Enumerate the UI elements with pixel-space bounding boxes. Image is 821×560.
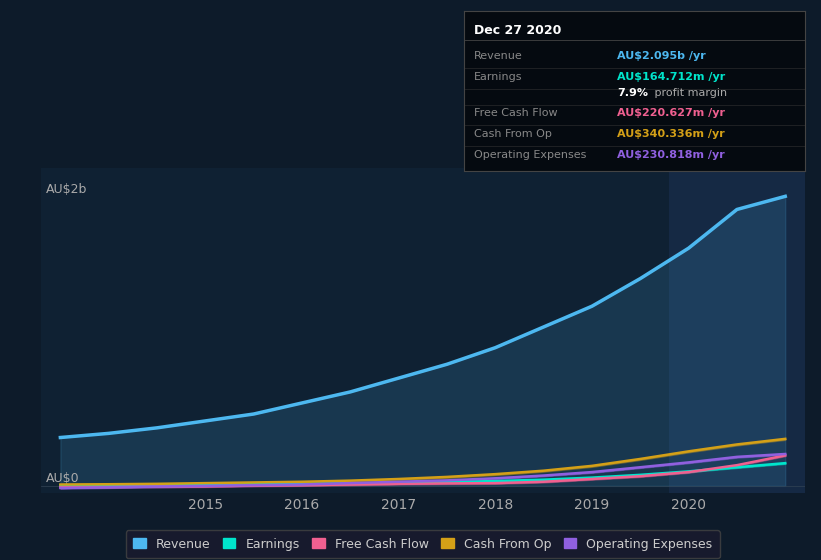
Text: Revenue: Revenue xyxy=(474,51,523,61)
Text: AU$0: AU$0 xyxy=(46,472,80,484)
Text: AU$2b: AU$2b xyxy=(46,183,87,195)
Text: AU$220.627m /yr: AU$220.627m /yr xyxy=(617,108,725,118)
Legend: Revenue, Earnings, Free Cash Flow, Cash From Op, Operating Expenses: Revenue, Earnings, Free Cash Flow, Cash … xyxy=(126,530,720,558)
Text: Operating Expenses: Operating Expenses xyxy=(474,150,586,160)
Text: Earnings: Earnings xyxy=(474,72,523,82)
Bar xyxy=(669,168,805,493)
Text: AU$340.336m /yr: AU$340.336m /yr xyxy=(617,129,725,139)
Text: profit margin: profit margin xyxy=(651,87,727,97)
Text: AU$230.818m /yr: AU$230.818m /yr xyxy=(617,150,725,160)
Text: Dec 27 2020: Dec 27 2020 xyxy=(474,24,562,37)
Text: AU$2.095b /yr: AU$2.095b /yr xyxy=(617,51,706,61)
Text: 7.9%: 7.9% xyxy=(617,87,649,97)
Text: Free Cash Flow: Free Cash Flow xyxy=(474,108,557,118)
Text: AU$164.712m /yr: AU$164.712m /yr xyxy=(617,72,726,82)
Text: Cash From Op: Cash From Op xyxy=(474,129,552,139)
